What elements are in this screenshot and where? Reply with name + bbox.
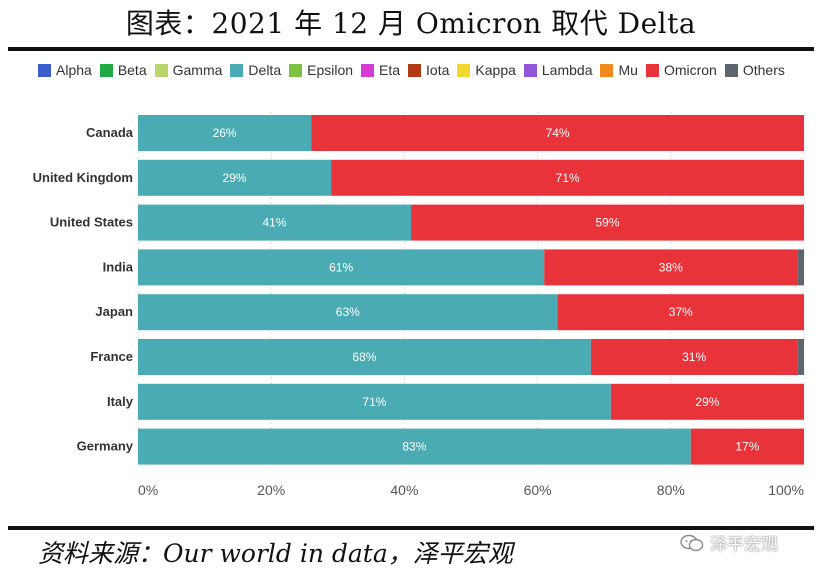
legend-item-eta[interactable]: Eta: [361, 62, 400, 78]
bar-segment-omicron: [544, 249, 798, 286]
legend-swatch: [38, 63, 51, 77]
legend-swatch: [724, 63, 738, 77]
legend-label: Epsilon: [307, 62, 354, 78]
bar-segment-others: [797, 339, 804, 375]
legend-item-gamma[interactable]: Gamma: [154, 62, 223, 78]
data-label: 37%: [669, 305, 693, 319]
data-label: 17%: [735, 440, 759, 454]
legend-label: Kappa: [475, 62, 516, 78]
x-tick-label: 60%: [524, 482, 552, 498]
data-label: 59%: [596, 216, 620, 230]
bar-segment-omicron: [690, 428, 804, 465]
legend-item-epsilon[interactable]: Epsilon: [289, 62, 353, 78]
legend-item-omicron[interactable]: Omicron: [645, 62, 717, 78]
chart-legend: Alpha Beta Gamma Delta Epsilon Eta Iota Kappa La…: [38, 62, 798, 78]
legend-swatch: [99, 63, 113, 77]
legend-item-kappa[interactable]: Kappa: [457, 62, 516, 78]
x-tick-label: 0%: [138, 482, 158, 498]
legend-label: Mu: [618, 62, 638, 78]
legend-swatch: [645, 63, 659, 77]
legend-swatch: [457, 63, 471, 77]
legend-swatch: [523, 63, 537, 77]
legend-swatch: [230, 63, 244, 77]
category-label: Japan: [95, 304, 133, 319]
bar-segment-omicron: [411, 204, 804, 241]
legend-label: Eta: [379, 62, 401, 78]
watermark-text: 泽平宏观: [710, 535, 778, 555]
legend-swatch: [289, 63, 303, 77]
data-label: 71%: [362, 395, 386, 409]
source-note: 资料来源：Our world in data，泽平宏观: [38, 539, 513, 568]
x-tick-label: 40%: [390, 482, 418, 498]
bar-segment-delta: [138, 204, 412, 241]
legend-swatch: [154, 63, 168, 77]
bar-segment-delta: [138, 159, 332, 196]
bar-segment-delta: [138, 115, 312, 151]
x-tick-label: 100%: [768, 482, 804, 498]
legend-item-delta[interactable]: Delta: [230, 62, 281, 78]
legend-label: Beta: [117, 62, 147, 78]
bar-segment-omicron: [311, 115, 804, 151]
chart-title: 图表：2021 年 12 月 Omicron 取代 Delta: [125, 7, 697, 40]
data-label: 38%: [659, 260, 683, 274]
data-label: 71%: [556, 171, 580, 185]
category-label: Italy: [107, 394, 134, 409]
legend-label: Delta: [248, 62, 282, 78]
bar-segment-omicron: [610, 383, 804, 420]
x-tick-label: 80%: [657, 482, 685, 498]
legend-label: Lambda: [541, 62, 593, 78]
data-label: 26%: [213, 126, 237, 140]
x-tick-label: 20%: [257, 482, 285, 498]
legend-label: Gamma: [172, 62, 223, 78]
bar-segment-omicron: [331, 159, 804, 196]
legend-item-iota[interactable]: Iota: [408, 62, 449, 78]
legend-swatch: [408, 63, 422, 77]
data-label: 29%: [223, 171, 247, 185]
legend-swatch: [600, 63, 614, 77]
legend-label: Others: [742, 62, 785, 78]
bar-segment-delta: [138, 294, 558, 331]
bar-segment-omicron: [590, 339, 798, 375]
category-label: France: [90, 349, 133, 364]
legend-label: Omicron: [663, 62, 717, 78]
data-label: 68%: [352, 350, 376, 364]
bar-segment-delta: [138, 249, 545, 286]
data-label: 29%: [695, 395, 719, 409]
category-label: Germany: [77, 439, 134, 454]
legend-item-mu[interactable]: Mu: [600, 62, 638, 78]
data-label: 31%: [682, 350, 706, 364]
bar-segment-delta: [138, 428, 691, 465]
bar-segment-omicron: [557, 294, 804, 331]
bar-segment-delta: [138, 339, 591, 375]
legend-swatch: [361, 63, 375, 77]
category-label: United States: [50, 215, 133, 230]
watermark: 泽平宏观: [680, 530, 778, 555]
bottom-rule: [8, 526, 814, 530]
bar-segment-others: [797, 249, 804, 286]
category-label: Canada: [86, 125, 134, 140]
category-label: India: [103, 259, 134, 274]
data-label: 74%: [546, 126, 570, 140]
legend-label: Iota: [426, 62, 450, 78]
wechat-icon: [680, 534, 704, 551]
legend-item-alpha[interactable]: Alpha: [38, 62, 92, 78]
data-label: 63%: [336, 305, 360, 319]
category-label: United Kingdom: [33, 170, 133, 185]
legend-item-others[interactable]: Others: [724, 62, 785, 78]
data-label: 61%: [329, 260, 353, 274]
legend-item-lambda[interactable]: Lambda: [523, 62, 593, 78]
data-label: 41%: [263, 216, 287, 230]
bar-segment-delta: [138, 383, 611, 420]
legend-item-beta[interactable]: Beta: [99, 62, 147, 78]
data-label: 83%: [402, 440, 426, 454]
top-rule: [8, 47, 814, 51]
legend-label: Alpha: [56, 62, 92, 78]
